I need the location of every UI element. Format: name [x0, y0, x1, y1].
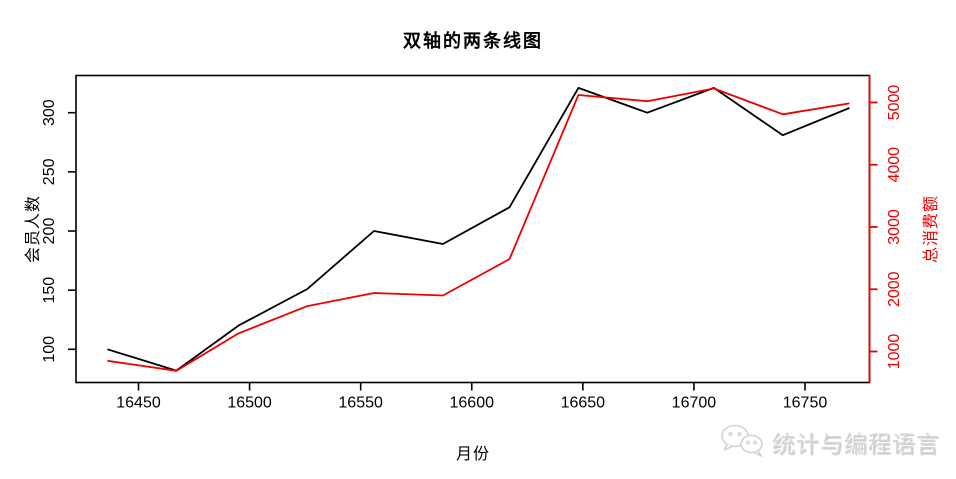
- left-tick-label: 150: [41, 277, 58, 304]
- left-tick-label: 100: [41, 336, 58, 363]
- x-tick-label: 16700: [672, 395, 717, 412]
- left-tick-label: 300: [41, 99, 58, 126]
- x-tick-label: 16500: [227, 395, 272, 412]
- right-tick-label: 3000: [886, 209, 903, 245]
- plot-box: [75, 74, 871, 384]
- x-tick-label: 16650: [561, 395, 606, 412]
- chart-title: 双轴的两条线图: [403, 31, 543, 52]
- x-axis-title: 月份: [455, 446, 490, 463]
- x-tick-label: 16550: [338, 395, 383, 412]
- wechat-icon: [721, 424, 763, 457]
- watermark-text: 统计与编程语言: [772, 432, 940, 458]
- right-tick-label: 2000: [886, 271, 903, 307]
- left-tick-label: 250: [41, 158, 58, 185]
- x-tick-label: 16450: [116, 395, 161, 412]
- right-tick-label: 4000: [886, 147, 903, 183]
- x-tick-label: 16750: [783, 395, 828, 412]
- right-tick-label: 1000: [886, 334, 903, 370]
- right-tick-label: 5000: [886, 85, 903, 121]
- consumption-line: [107, 87, 850, 372]
- members-line: [107, 87, 850, 372]
- watermark: 统计与编程语言: [720, 422, 940, 462]
- left-tick-label: 200: [41, 218, 58, 245]
- x-tick-label: 16600: [450, 395, 495, 412]
